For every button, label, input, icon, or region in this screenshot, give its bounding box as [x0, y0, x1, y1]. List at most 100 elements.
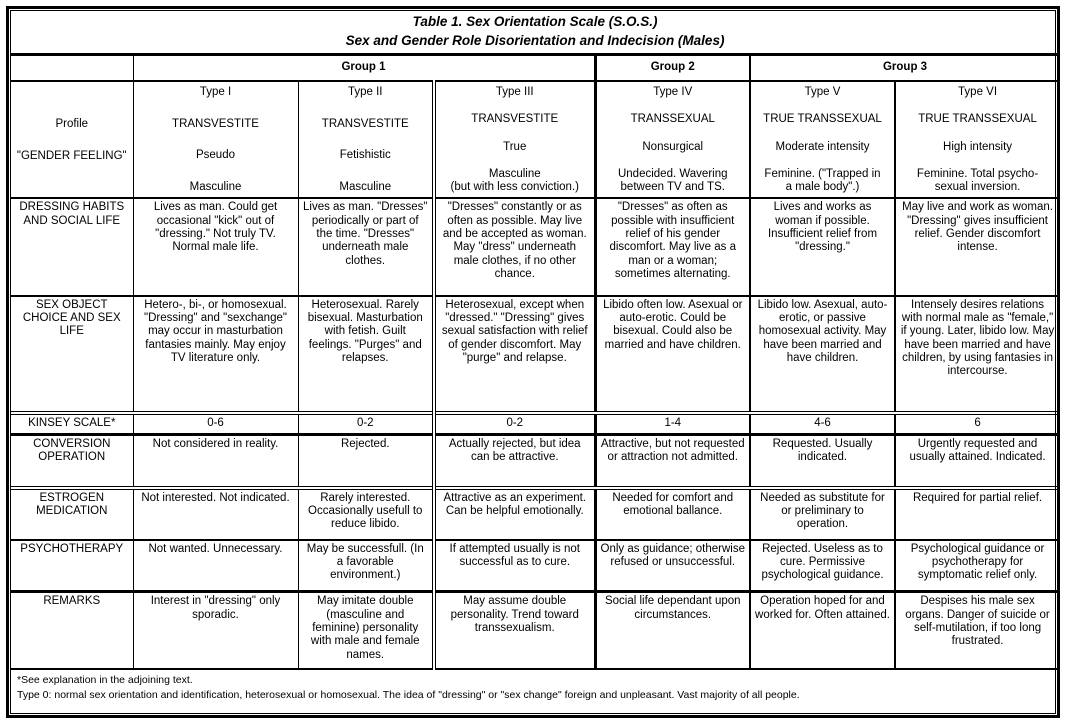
- row-label-remarks: REMARKS: [11, 590, 133, 669]
- type-feeling-2: between TV and TS.: [620, 180, 725, 193]
- type-feeling: Masculine: [189, 180, 242, 193]
- cell-sexobj-type4: Libido often low. Asexual or auto-erotic…: [593, 294, 750, 413]
- row-estrogen-medication: ESTROGEN MEDICATION Not interested. Not …: [11, 485, 1060, 540]
- type-feeling: Feminine. Total psycho-: [916, 167, 1039, 180]
- group-3-header: Group 3: [748, 52, 1060, 82]
- profile-type-1: Type I TRANSVESTITE Pseudo Masculine: [132, 80, 298, 199]
- table-outer-frame: Table 1. Sex Orientation Scale (S.O.S.) …: [6, 6, 1060, 718]
- cell-estrogen-type3: Attractive as an experiment. Can be help…: [432, 485, 595, 540]
- cell-conversion-type2: Rejected.: [297, 433, 434, 488]
- cell-dressing-type5: Lives and works as woman if possible. In…: [749, 197, 895, 296]
- footnote-row: *See explanation in the adjoining text. …: [11, 667, 1060, 713]
- cell-sexobj-type5: Libido low. Asexual, auto-erotic, or pas…: [749, 294, 895, 413]
- table-inner-frame: Table 1. Sex Orientation Scale (S.O.S.) …: [10, 10, 1060, 714]
- footnote-line-1: *See explanation in the adjoining text.: [17, 673, 193, 686]
- row-conversion-operation: CONVERSION OPERATION Not considered in r…: [11, 433, 1060, 488]
- cell-psychotherapy-type5: Rejected. Useless as to cure. Permissive…: [749, 538, 895, 592]
- row-remarks: REMARKS Interest in "dressing" only spor…: [11, 590, 1060, 669]
- cell-dressing-type1: Lives as man. Could get occasional "kick…: [132, 197, 298, 296]
- cell-dressing-type3: "Dresses" constantly or as often as poss…: [432, 197, 595, 296]
- cell-sexobj-type1: Hetero-, bi-, or homosexual. "Dressing" …: [132, 294, 298, 413]
- group-2-header: Group 2: [593, 52, 750, 82]
- type-number: Type VI: [958, 86, 998, 99]
- type-variant: Pseudo: [195, 149, 235, 162]
- cell-conversion-type1: Not considered in reality.: [132, 433, 298, 488]
- group-header-row: Group 1 Group 2 Group 3: [11, 52, 1060, 82]
- profile-label-spacer: [15, 86, 129, 99]
- cell-kinsey-type4: 1-4: [593, 410, 750, 435]
- cell-psychotherapy-type6: Psychological guidance or psychotherapy …: [893, 538, 1060, 592]
- type-number: Type I: [199, 86, 232, 99]
- profile-label-bottom: "GENDER FEELING": [16, 149, 127, 162]
- type-feeling-2: a male body".): [785, 180, 860, 193]
- footnote-line-2: Type 0: normal sex orientation and ident…: [17, 689, 800, 702]
- table-title: Table 1. Sex Orientation Scale (S.O.S.) …: [11, 11, 1059, 54]
- cell-conversion-type4: Attractive, but not requested or attract…: [593, 433, 750, 488]
- type-number: Type III: [495, 86, 534, 99]
- cell-kinsey-type1: 0-6: [132, 410, 298, 435]
- type-number: Type II: [347, 86, 383, 99]
- type-variant: Nonsurgical: [642, 140, 704, 153]
- cell-estrogen-type2: Rarely interested. Occasionally usefull …: [297, 485, 434, 540]
- cell-kinsey-type6: 6: [893, 410, 1060, 435]
- type-variant: Fetishistic: [339, 149, 391, 162]
- type-feeling: Masculine: [488, 167, 541, 180]
- cell-psychotherapy-type2: May be successfull. (In a favorable envi…: [297, 538, 434, 592]
- cell-dressing-type4: "Dresses" as often as possible with insu…: [593, 197, 750, 296]
- type-variant: High intensity: [943, 140, 1013, 153]
- type-category: TRUE TRANSSEXUAL: [763, 113, 882, 126]
- row-sex-object-choice: SEX OBJECT CHOICE AND SEX LIFE Hetero-, …: [11, 294, 1060, 413]
- profile-label-top: Profile: [55, 117, 89, 130]
- row-dressing-habits: DRESSING HABITS AND SOCIAL LIFE Lives as…: [11, 197, 1060, 296]
- cell-dressing-type2: Lives as man. "Dresses" periodically or …: [297, 197, 434, 296]
- cell-estrogen-type5: Needed as substitute for or preliminary …: [749, 485, 895, 540]
- cell-conversion-type5: Requested. Usually indicated.: [749, 433, 895, 488]
- profile-row-label: Profile "GENDER FEELING": [11, 80, 133, 199]
- cell-kinsey-type3: 0-2: [432, 410, 595, 435]
- type-feeling: Masculine: [339, 180, 392, 193]
- cell-psychotherapy-type1: Not wanted. Unnecessary.: [132, 538, 298, 592]
- group-1-header: Group 1: [132, 52, 595, 82]
- row-psychotherapy: PSYCHOTHERAPY Not wanted. Unnecessary. M…: [11, 538, 1060, 592]
- cell-dressing-type6: May live and work as woman. "Dressing" g…: [893, 197, 1060, 296]
- row-label-conversion: CONVERSION OPERATION: [11, 433, 133, 488]
- profile-type-4: Type IV TRANSSEXUAL Nonsurgical Undecide…: [593, 80, 750, 199]
- row-label-estrogen: ESTROGEN MEDICATION: [11, 485, 133, 540]
- type-number: Type V: [804, 86, 841, 99]
- group-header-spacer: [11, 52, 133, 82]
- type-feeling-2: sexual inversion.: [934, 180, 1021, 193]
- cell-kinsey-type2: 0-2: [297, 410, 434, 435]
- type-variant: True: [503, 140, 527, 153]
- row-label-kinsey-scale: KINSEY SCALE*: [11, 410, 133, 435]
- cell-remarks-type2: May imitate double (masculine and femini…: [297, 590, 434, 669]
- cell-remarks-type1: Interest in "dressing" only sporadic.: [132, 590, 298, 669]
- cell-remarks-type4: Social life dependant upon circumstances…: [593, 590, 750, 669]
- footnotes: *See explanation in the adjoining text. …: [11, 667, 1060, 713]
- profile-type-2: Type II TRANSVESTITE Fetishistic Masculi…: [297, 80, 434, 199]
- cell-remarks-type3: May assume double personality. Trend tow…: [432, 590, 595, 669]
- cell-sexobj-type2: Heterosexual. Rarely bisexual. Masturbat…: [297, 294, 434, 413]
- type-category: TRANSVESTITE: [321, 117, 409, 130]
- cell-estrogen-type6: Required for partial relief.: [893, 485, 1060, 540]
- cell-sexobj-type3: Heterosexual, except when "dressed." "Dr…: [432, 294, 595, 413]
- type-category: TRUE TRANSSEXUAL: [918, 113, 1037, 126]
- cell-conversion-type6: Urgently requested and usually attained.…: [893, 433, 1060, 488]
- row-kinsey-scale: KINSEY SCALE* 0-6 0-2 0-2 1-4 4-6 6: [11, 410, 1060, 435]
- cell-psychotherapy-type4: Only as guidance; otherwise refused or u…: [593, 538, 750, 592]
- profile-row: Profile "GENDER FEELING" Type I TRANSVES…: [11, 80, 1060, 199]
- cell-estrogen-type4: Needed for comfort and emotional ballanc…: [593, 485, 750, 540]
- profile-type-5: Type V TRUE TRANSSEXUAL Moderate intensi…: [749, 80, 895, 199]
- title-line-2: Sex and Gender Role Disorientation and I…: [345, 32, 725, 48]
- type-feeling: Feminine. ("Trapped in: [764, 167, 881, 180]
- type-number: Type IV: [653, 86, 693, 99]
- cell-conversion-type3: Actually rejected, but idea can be attra…: [432, 433, 595, 488]
- row-label-psychotherapy: PSYCHOTHERAPY: [11, 538, 133, 592]
- type-category: TRANSSEXUAL: [630, 113, 715, 126]
- type-feeling-2: (but with less conviction.): [450, 180, 579, 193]
- profile-type-6: Type VI TRUE TRANSSEXUAL High intensity …: [893, 80, 1060, 199]
- profile-label-spacer: [15, 181, 129, 194]
- cell-remarks-type6: Despises his male sex organs. Danger of …: [893, 590, 1060, 669]
- title-line-1: Table 1. Sex Orientation Scale (S.O.S.): [412, 14, 658, 30]
- cell-psychotherapy-type3: If attempted usually is not successful a…: [432, 538, 595, 592]
- type-category: TRANSVESTITE: [172, 117, 259, 130]
